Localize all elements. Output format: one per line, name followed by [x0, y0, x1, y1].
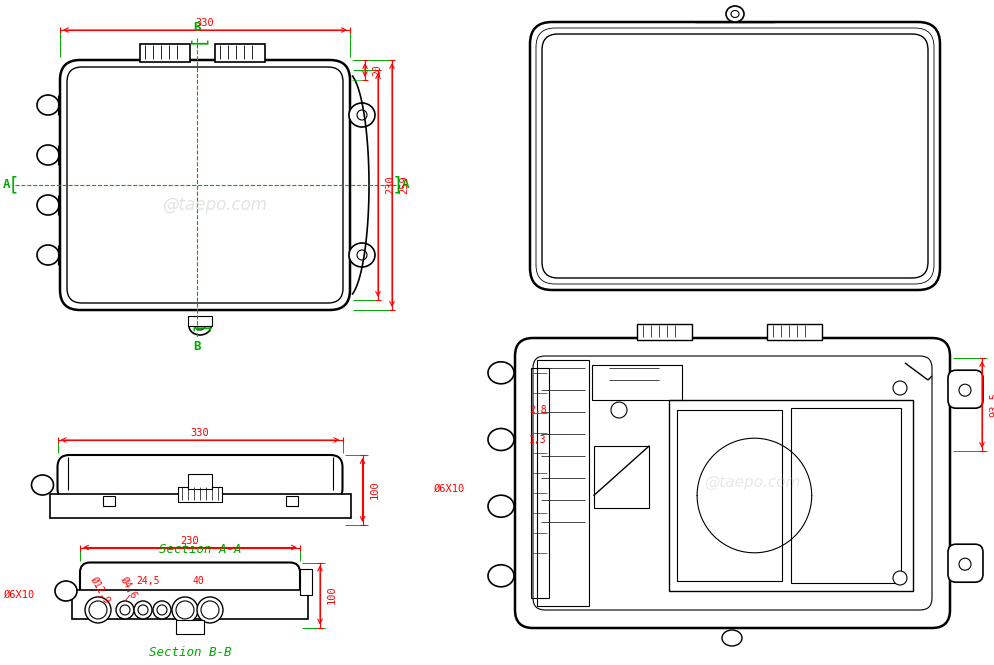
Bar [676, 410, 781, 581]
Text: Ø12,9: Ø12,9 [87, 575, 111, 605]
Circle shape [892, 571, 907, 585]
Circle shape [153, 601, 171, 619]
Text: Ø6X10: Ø6X10 [4, 590, 35, 600]
Circle shape [201, 601, 219, 619]
Text: 24,5: 24,5 [136, 576, 160, 586]
FancyBboxPatch shape [67, 67, 343, 303]
Bar [593, 446, 648, 507]
Ellipse shape [37, 145, 59, 165]
Circle shape [610, 402, 626, 418]
Bar [591, 365, 681, 400]
FancyBboxPatch shape [542, 34, 927, 278]
Ellipse shape [487, 362, 514, 384]
Circle shape [197, 597, 223, 623]
Text: Section A-A: Section A-A [159, 543, 241, 556]
Bar [72, 590, 308, 619]
Ellipse shape [55, 581, 77, 601]
Text: [: [ [7, 176, 19, 194]
Circle shape [120, 605, 130, 615]
Text: [: [ [187, 32, 207, 44]
Text: 93,5: 93,5 [988, 392, 994, 417]
FancyBboxPatch shape [530, 22, 939, 290]
Text: 230: 230 [181, 535, 199, 545]
Ellipse shape [487, 495, 514, 517]
FancyBboxPatch shape [58, 455, 342, 501]
Text: Ø4,6: Ø4,6 [118, 575, 138, 600]
Text: ]: ] [392, 176, 404, 194]
Text: Section B-B: Section B-B [148, 646, 231, 658]
Text: 330: 330 [196, 18, 214, 28]
Text: 100: 100 [327, 586, 337, 604]
Ellipse shape [726, 6, 744, 22]
Bar [188, 316, 212, 326]
Ellipse shape [195, 322, 205, 330]
Bar [140, 44, 190, 62]
Ellipse shape [349, 103, 375, 127]
Text: [: [ [187, 326, 207, 338]
Circle shape [157, 605, 167, 615]
FancyBboxPatch shape [515, 338, 949, 628]
Circle shape [84, 597, 111, 623]
Bar [178, 487, 222, 502]
Ellipse shape [731, 11, 739, 17]
Ellipse shape [37, 95, 59, 115]
Text: @taepo.com: @taepo.com [703, 475, 799, 491]
Text: 2,8: 2,8 [529, 406, 546, 416]
Ellipse shape [32, 475, 54, 495]
Circle shape [116, 601, 134, 619]
Text: 20: 20 [372, 64, 382, 76]
Circle shape [134, 601, 152, 619]
Text: Ø6X10: Ø6X10 [433, 484, 464, 494]
Ellipse shape [958, 384, 970, 396]
Ellipse shape [189, 317, 211, 335]
Bar [531, 368, 549, 598]
Bar [668, 400, 912, 591]
Ellipse shape [349, 243, 375, 267]
Bar [176, 620, 204, 634]
Text: 1,3: 1,3 [529, 434, 546, 444]
Circle shape [88, 601, 107, 619]
Text: 100: 100 [369, 481, 379, 499]
FancyBboxPatch shape [60, 60, 350, 310]
Bar [537, 360, 588, 606]
Text: B: B [193, 21, 201, 34]
Bar [188, 474, 212, 489]
Ellipse shape [722, 630, 742, 646]
Bar [102, 495, 114, 505]
Ellipse shape [37, 195, 59, 215]
FancyBboxPatch shape [947, 370, 982, 408]
Bar [636, 324, 691, 340]
Bar [300, 569, 312, 595]
Circle shape [892, 381, 907, 395]
Ellipse shape [357, 110, 367, 120]
Text: B: B [193, 340, 201, 353]
Bar [50, 493, 350, 518]
Circle shape [138, 605, 148, 615]
Text: A: A [402, 178, 410, 192]
Text: 40: 40 [192, 576, 204, 586]
Circle shape [172, 597, 198, 623]
Bar [215, 44, 264, 62]
Text: 259: 259 [399, 176, 409, 194]
FancyBboxPatch shape [80, 563, 300, 599]
Text: A: A [3, 178, 10, 192]
Ellipse shape [487, 565, 514, 587]
Text: 330: 330 [191, 428, 209, 438]
Ellipse shape [487, 428, 514, 450]
Text: @taepo.com: @taepo.com [162, 196, 267, 214]
Bar [285, 495, 297, 505]
Ellipse shape [357, 250, 367, 260]
Bar [790, 408, 900, 583]
Bar [766, 324, 821, 340]
FancyBboxPatch shape [947, 544, 982, 582]
Circle shape [176, 601, 194, 619]
Ellipse shape [958, 558, 970, 570]
Ellipse shape [37, 245, 59, 265]
Text: 230: 230 [385, 176, 395, 194]
